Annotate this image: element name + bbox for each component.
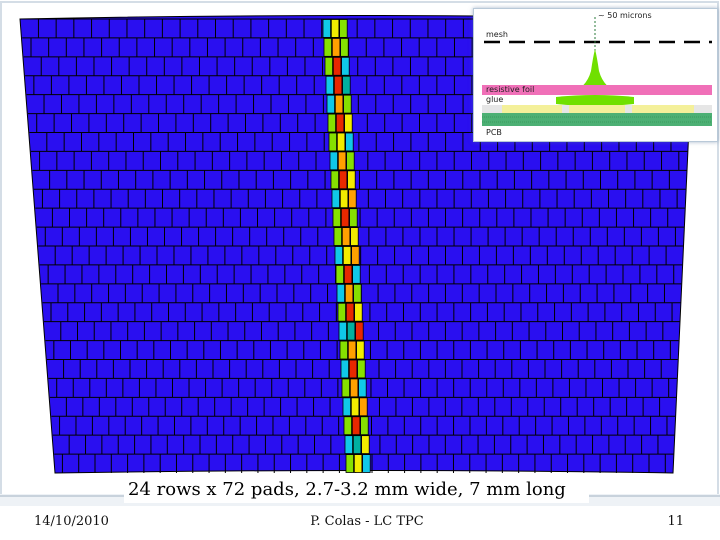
track-pad <box>328 132 337 152</box>
track-pad <box>337 151 347 171</box>
track-pad <box>357 359 366 379</box>
track-pad <box>343 265 353 284</box>
track-pad <box>327 113 336 133</box>
track-pad <box>336 132 346 152</box>
track-pad <box>338 170 348 190</box>
track-pad <box>335 113 345 133</box>
track-pad <box>336 283 345 303</box>
micromegas-schematic <box>482 17 712 126</box>
track-pad <box>341 227 351 246</box>
track-pad <box>360 416 369 436</box>
track-pad <box>359 397 368 417</box>
track-pad <box>342 75 351 95</box>
track-pad <box>341 56 350 76</box>
track-pad <box>353 454 363 473</box>
track-pad <box>344 283 354 303</box>
track-pad <box>353 283 362 303</box>
track-pad <box>344 435 353 454</box>
track-pad <box>326 94 335 114</box>
track-pad <box>350 397 360 417</box>
track-pad <box>349 208 358 227</box>
micromegas-inset: ~ 50 microns mesh resistive foil glue PC… <box>473 8 718 142</box>
track-pad <box>333 227 342 246</box>
track-pad <box>339 189 349 209</box>
track-pad <box>331 189 340 209</box>
track-pad <box>348 359 358 379</box>
track-pad <box>344 113 353 133</box>
track-pad <box>338 321 347 341</box>
track-pad <box>349 378 359 398</box>
track-pad <box>346 151 355 171</box>
track-pad <box>351 246 360 265</box>
track-pad <box>324 56 333 76</box>
track-pad <box>342 397 351 417</box>
track-pad <box>330 19 340 38</box>
track-pad <box>347 170 356 190</box>
inset-foil-label: resistive foil <box>486 85 535 94</box>
track-pad <box>337 302 346 322</box>
footer-author: P. Colas - LC TPC <box>310 514 424 529</box>
track-pad <box>351 416 361 436</box>
track-pad <box>362 454 371 473</box>
track-pad <box>334 246 343 265</box>
track-pad <box>347 340 357 360</box>
inset-top-label: ~ 50 microns <box>598 11 652 20</box>
track-pad <box>332 56 342 76</box>
track-pad <box>346 321 356 341</box>
track-pad <box>322 19 331 38</box>
track-pad <box>352 265 361 284</box>
track-pad <box>335 265 344 284</box>
slide-footer: P. Colas - LC TPC 14/10/2010 11 <box>0 504 720 540</box>
track-pad <box>333 75 343 95</box>
track-pad <box>325 75 334 95</box>
inset-glue-label: glue <box>486 95 504 104</box>
track-pad <box>356 340 365 360</box>
inset-pcb-label: PCB <box>486 128 502 137</box>
inset-mesh-label: mesh <box>486 30 508 39</box>
track-pad <box>340 208 350 227</box>
track-pad <box>348 189 357 209</box>
track-pad <box>358 378 367 398</box>
track-pad <box>345 302 355 322</box>
track-pad <box>329 151 338 171</box>
footer-page-number: 11 <box>667 514 684 529</box>
track-pad <box>345 454 354 473</box>
track-pad <box>339 19 348 38</box>
track-pad <box>350 227 359 246</box>
track-pad <box>354 302 363 322</box>
track-pad <box>330 170 339 190</box>
track-pad <box>343 416 352 436</box>
track-pad <box>334 94 344 114</box>
track-pad <box>340 359 349 379</box>
track-pad <box>361 435 370 454</box>
track-pad <box>331 38 341 57</box>
track-pad <box>341 378 350 398</box>
track-pad <box>340 38 349 57</box>
track-pad <box>332 208 341 227</box>
track-pad <box>355 321 364 341</box>
track-pad <box>339 340 348 360</box>
track-pad <box>342 246 352 265</box>
footer-date: 14/10/2010 <box>34 514 109 529</box>
track-pad <box>352 435 362 454</box>
slide-caption: 24 rows x 72 pads, 2.7-3.2 mm wide, 7 mm… <box>124 477 589 503</box>
track-pad <box>343 94 352 114</box>
track-pad <box>345 132 354 152</box>
track-pad <box>323 38 332 57</box>
